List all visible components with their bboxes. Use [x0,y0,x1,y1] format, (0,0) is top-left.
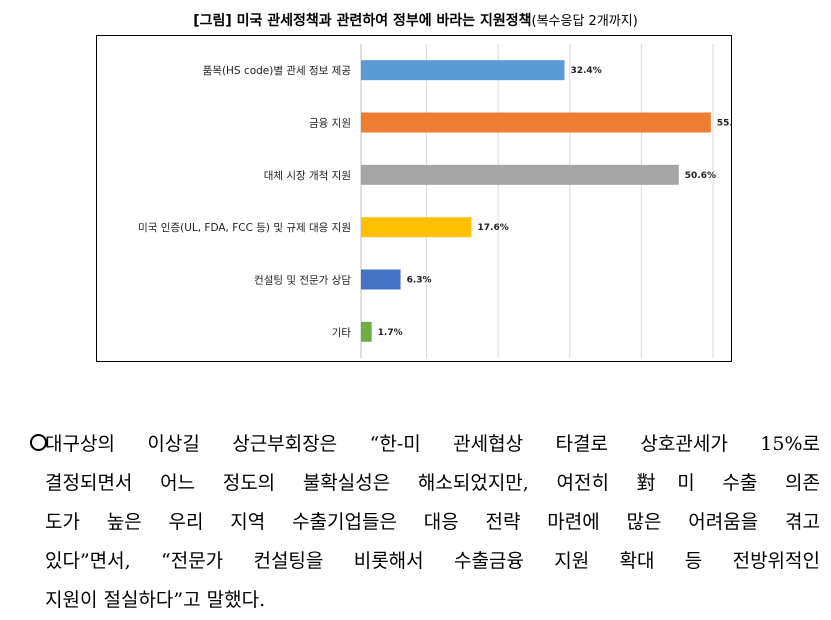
category-label-3: 대체 시장 개척 지원 [264,170,351,182]
bar-1 [361,60,565,81]
figure-title-main: [그림] 미국 관세정책과 관련하여 정부에 바라는 지원정책 [193,13,532,29]
category-label-5: 컨설팅 및 전문가 상담 [254,275,351,287]
bar-chart: 품목(HS code)별 관세 정보 제공 32.4% 금융 지원 55.7 대체 시장… [96,35,733,362]
figure-title-note: (복수응답 2개까지) [531,14,638,29]
value-label-1: 32.4% [570,66,601,76]
bar-4 [361,217,472,238]
bar-6 [361,321,372,342]
value-label-3: 50.6% [685,171,716,181]
value-label-4: 17.6% [478,223,509,233]
category-label-6: 기타 [332,327,352,339]
category-label-1: 품목(HS code)별 관세 정보 제공 [203,65,352,77]
figure-title: [그림] 미국 관세정책과 관련하여 정부에 바라는 지원정책(복수응답 2개까… [0,10,831,30]
bar-3 [361,164,679,185]
bar-5 [361,269,401,290]
paragraph-line-1: 대구상의 이상길 상근부회장은 “한-미 관세협상 타결로 상호관세가 15%로 [45,433,820,455]
paragraph-line-3: 도가 높은 우리 지역 수출기업들은 대응 전략 마련에 많은 어려움을 겪고 [45,511,820,533]
body-paragraph: 대구상의 이상길 상근부회장은 “한-미 관세협상 타결로 상호관세가 15%로… [30,425,820,620]
paragraph-line-4: 있다”면서, “전문가 컨설팅을 비롯해서 수출금융 지원 확대 등 전방위적인 [45,550,820,572]
category-label-2: 금융 지원 [309,118,351,130]
value-label-5: 6.3% [407,276,432,286]
category-label-4: 미국 인증(UL, FDA, FCC 등) 및 규제 대응 지원 [138,222,351,234]
value-label-6: 1.7% [378,328,403,338]
paragraph-line-2: 결정되면서 어느 정도의 불확실성은 해소되었지만, 여전히 對미 수출 의존 [45,472,820,494]
bar-chart-svg: 품목(HS code)별 관세 정보 제공 32.4% 금융 지원 55.7 대체 시장… [138,44,733,358]
paragraph-line-5: 지원이 절실하다”고 말했다. [45,589,266,611]
bar-2 [361,112,711,133]
value-label-2: 55.7 [717,119,733,129]
circle-bullet-icon [30,434,47,451]
